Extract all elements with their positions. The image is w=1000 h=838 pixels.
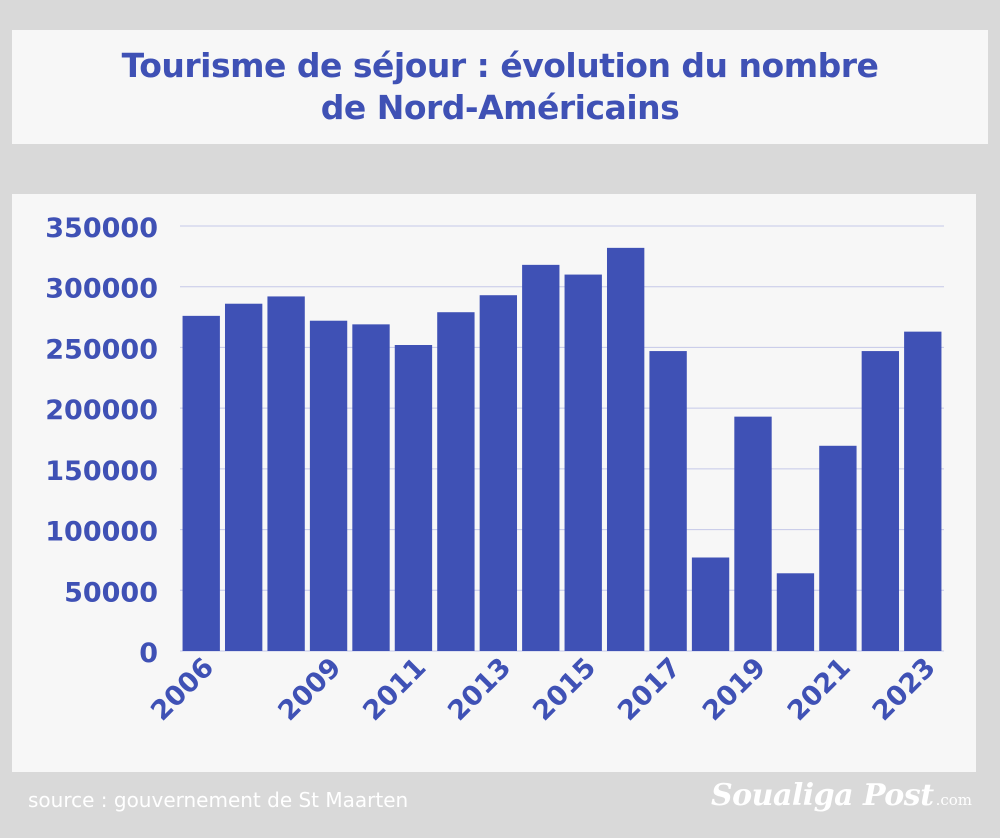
bar-2010 (352, 324, 390, 651)
x-tick-label: 2021 (782, 652, 857, 727)
chart-title-line-1: Tourisme de séjour : évolution du nombre (121, 46, 879, 85)
x-tick-label: 2017 (612, 652, 687, 727)
bar-2011 (394, 345, 433, 651)
y-tick-label: 0 (139, 638, 158, 669)
chart-panel: 0 50000 100000 150000 200000 250000 300000 3500… (12, 194, 976, 772)
title-box: Tourisme de séjour : évolution du nombre… (12, 30, 988, 144)
bar-2012 (437, 312, 475, 651)
logo: Soualiga Post .com (711, 778, 972, 813)
y-tick-label: 350000 (45, 213, 158, 244)
bar-2015 (564, 274, 602, 651)
bar-2021 (819, 445, 857, 651)
bar-2014 (522, 264, 560, 651)
source-note: source : gouvernement de St Maarten (28, 788, 409, 812)
x-tick-label: 2015 (527, 652, 602, 727)
y-tick-label: 250000 (45, 334, 158, 365)
bar-2017 (649, 351, 687, 651)
y-tick-label: 150000 (45, 456, 158, 487)
bar-2009 (309, 320, 348, 651)
bar-2007 (224, 303, 263, 651)
bar-2019 (734, 416, 772, 651)
bar-2023 (904, 331, 942, 651)
bar-2013 (479, 295, 518, 651)
bar-2018 (691, 557, 730, 651)
bar-2008 (267, 296, 305, 651)
bar-2006 (182, 315, 220, 651)
y-tick-label: 50000 (64, 577, 158, 608)
bar-chart: 0 50000 100000 150000 200000 250000 300000 3500… (45, 213, 944, 727)
bar-2020 (776, 573, 815, 651)
y-tick-label: 100000 (45, 517, 158, 548)
x-tick-label: 2023 (867, 652, 942, 727)
x-tick-label: 2013 (442, 652, 517, 727)
x-tick-label: 2011 (357, 652, 432, 727)
bar-2022 (861, 351, 900, 651)
logo-suffix: .com (935, 791, 972, 809)
logo-name: Soualiga Post (710, 778, 934, 813)
y-tick-label: 200000 (45, 395, 158, 426)
y-tick-label: 300000 (45, 274, 158, 305)
bar-2016 (606, 247, 645, 651)
x-tick-label: 2009 (272, 652, 347, 727)
x-tick-label: 2019 (697, 652, 772, 727)
chart-title-line-2: de Nord-Américains (320, 88, 680, 127)
